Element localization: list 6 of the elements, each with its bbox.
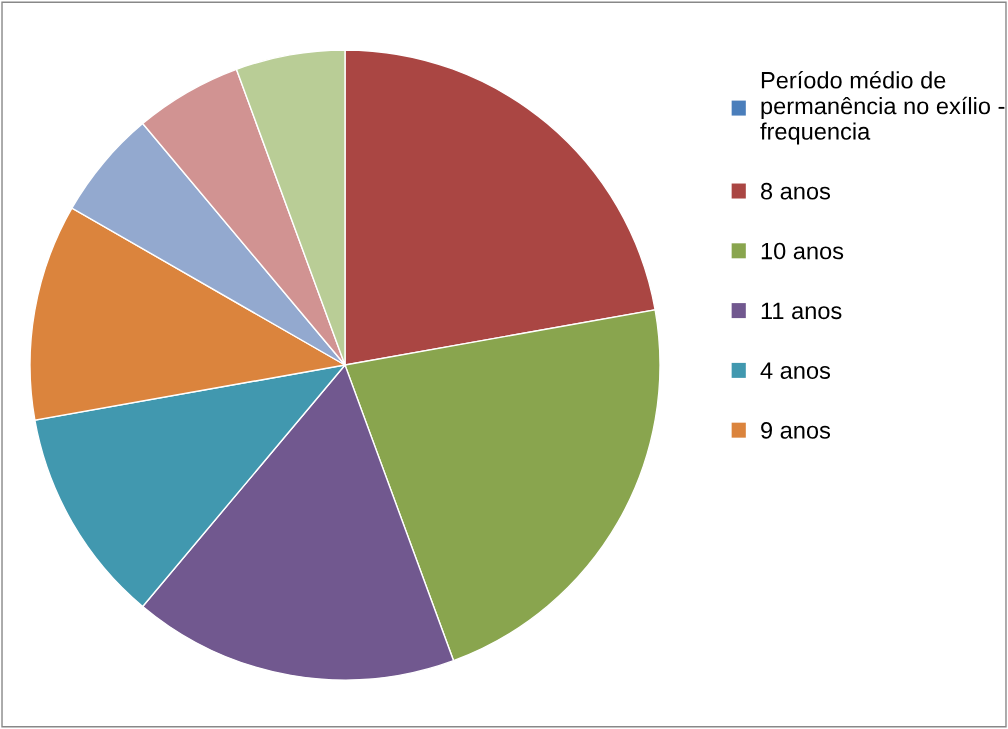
legend-label: 8 anos xyxy=(761,182,831,200)
legend-label: 9 anos xyxy=(761,422,831,439)
legend-label: 10 anos xyxy=(761,242,844,260)
legend-label: 11 anos xyxy=(761,302,842,320)
legend-label: Período médio de permanência no exílio - frequencia xyxy=(760,70,1005,145)
legend-label: 4 anos xyxy=(760,362,831,379)
